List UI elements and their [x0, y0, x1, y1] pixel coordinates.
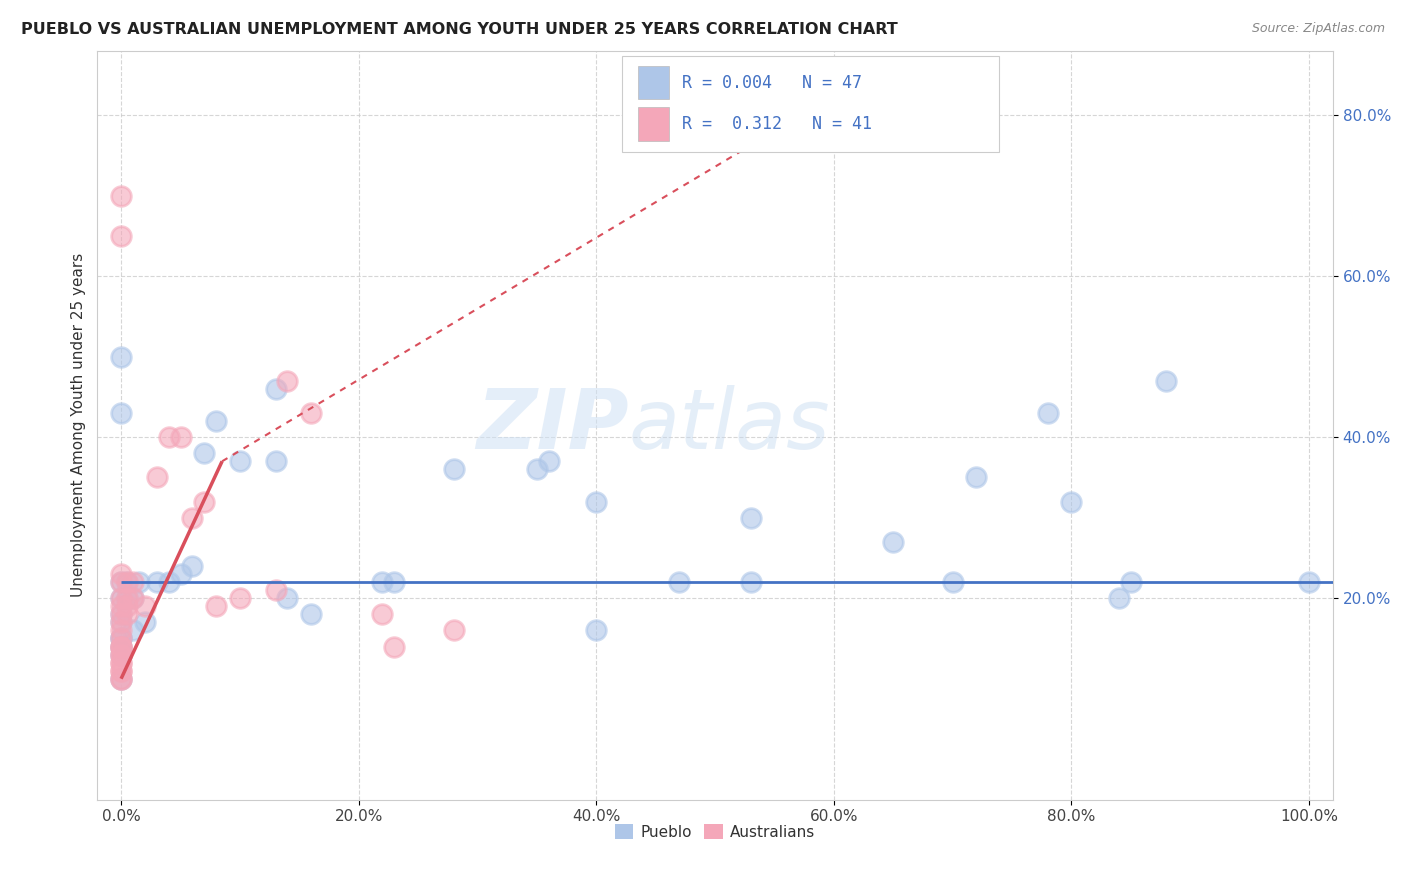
Point — [110, 672, 132, 686]
Point — [110, 188, 132, 202]
Text: R = 0.004   N = 47: R = 0.004 N = 47 — [682, 73, 862, 92]
Point — [110, 406, 132, 420]
Point — [110, 632, 132, 646]
Text: atlas: atlas — [628, 384, 830, 466]
Point — [1156, 374, 1178, 388]
Point — [134, 615, 156, 630]
Point — [229, 454, 252, 468]
Point — [157, 575, 180, 590]
Point — [122, 624, 145, 638]
Point — [585, 494, 607, 508]
Point — [110, 640, 132, 654]
Point — [110, 350, 132, 364]
Point — [134, 599, 156, 614]
Point — [371, 607, 394, 622]
Y-axis label: Unemployment Among Youth under 25 years: Unemployment Among Youth under 25 years — [72, 253, 86, 598]
Point — [110, 632, 132, 646]
Point — [1119, 575, 1142, 590]
Point — [115, 575, 138, 590]
Point — [740, 510, 762, 524]
Point — [740, 575, 762, 590]
Point — [276, 591, 298, 606]
Point — [110, 615, 132, 630]
Point — [264, 454, 287, 468]
Point — [115, 607, 138, 622]
Point — [264, 583, 287, 598]
Point — [110, 664, 132, 678]
Point — [276, 374, 298, 388]
FancyBboxPatch shape — [638, 107, 669, 141]
Point — [193, 494, 215, 508]
Point — [110, 672, 132, 686]
Point — [110, 624, 132, 638]
Point — [115, 591, 138, 606]
Text: PUEBLO VS AUSTRALIAN UNEMPLOYMENT AMONG YOUTH UNDER 25 YEARS CORRELATION CHART: PUEBLO VS AUSTRALIAN UNEMPLOYMENT AMONG … — [21, 22, 898, 37]
Point — [1060, 494, 1083, 508]
Point — [264, 382, 287, 396]
Point — [145, 470, 167, 484]
Point — [110, 648, 132, 662]
Point — [299, 607, 322, 622]
Point — [942, 575, 965, 590]
FancyBboxPatch shape — [638, 66, 669, 99]
Point — [382, 575, 405, 590]
Point — [122, 591, 145, 606]
Point — [585, 624, 607, 638]
Point — [371, 575, 394, 590]
Point — [110, 672, 132, 686]
Point — [110, 607, 132, 622]
Point — [110, 575, 132, 590]
Point — [110, 640, 132, 654]
Point — [110, 632, 132, 646]
Point — [193, 446, 215, 460]
Point — [110, 567, 132, 582]
Point — [110, 575, 132, 590]
Point — [443, 624, 465, 638]
Point — [110, 599, 132, 614]
Point — [128, 575, 150, 590]
Point — [299, 406, 322, 420]
Point — [181, 510, 204, 524]
Point — [229, 591, 252, 606]
Point — [205, 414, 228, 428]
FancyBboxPatch shape — [623, 56, 1000, 152]
Point — [526, 462, 548, 476]
Point — [115, 599, 138, 614]
Point — [145, 575, 167, 590]
Point — [668, 575, 690, 590]
Point — [1298, 575, 1320, 590]
Text: ZIP: ZIP — [477, 384, 628, 466]
Point — [110, 648, 132, 662]
Point — [110, 607, 132, 622]
Point — [110, 591, 132, 606]
Legend: Pueblo, Australians: Pueblo, Australians — [609, 818, 821, 846]
Point — [110, 648, 132, 662]
Point — [882, 534, 904, 549]
Point — [965, 470, 987, 484]
Point — [205, 599, 228, 614]
Point — [537, 454, 560, 468]
Text: Source: ZipAtlas.com: Source: ZipAtlas.com — [1251, 22, 1385, 36]
Point — [443, 462, 465, 476]
Point — [115, 575, 138, 590]
Point — [181, 559, 204, 574]
Point — [169, 567, 191, 582]
Point — [110, 615, 132, 630]
Point — [382, 640, 405, 654]
Point — [110, 640, 132, 654]
Point — [110, 656, 132, 670]
Point — [110, 591, 132, 606]
Point — [1036, 406, 1059, 420]
Text: R =  0.312   N = 41: R = 0.312 N = 41 — [682, 115, 872, 133]
Point — [1108, 591, 1130, 606]
Point — [115, 591, 138, 606]
Point — [110, 640, 132, 654]
Point — [110, 228, 132, 243]
Point — [110, 664, 132, 678]
Point — [122, 575, 145, 590]
Point — [122, 591, 145, 606]
Point — [157, 430, 180, 444]
Point — [110, 656, 132, 670]
Point — [169, 430, 191, 444]
